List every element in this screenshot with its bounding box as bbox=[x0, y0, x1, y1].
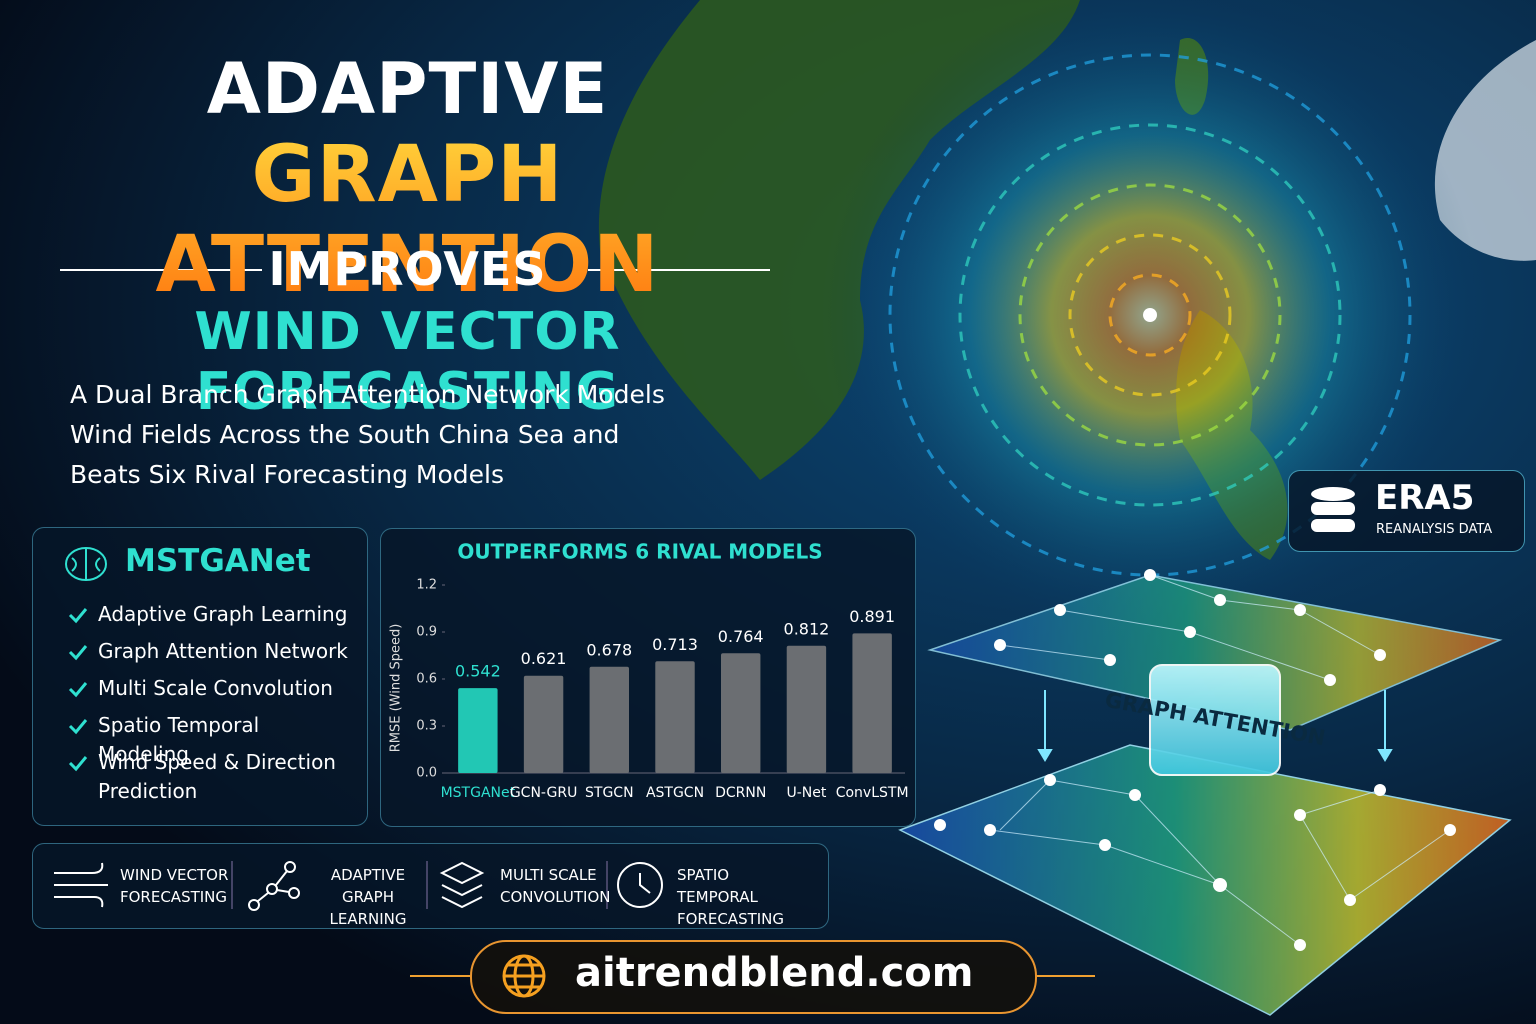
check-icon bbox=[68, 645, 88, 661]
x-tick-label: MSTGANet bbox=[441, 785, 516, 801]
footer-pill bbox=[470, 940, 1037, 1014]
value-label: 0.891 bbox=[849, 607, 895, 626]
era5-title: ERA5 bbox=[1375, 478, 1475, 518]
x-tick-label: STGCN bbox=[585, 785, 634, 801]
feature-item: Adaptive Graph Learning bbox=[98, 602, 348, 626]
database-icon bbox=[1311, 487, 1355, 532]
value-label: 0.713 bbox=[652, 635, 698, 654]
x-tick-label: ConvLSTM bbox=[836, 785, 909, 801]
feature-strip bbox=[32, 843, 829, 929]
bar bbox=[852, 633, 892, 773]
bar bbox=[721, 653, 761, 773]
bar bbox=[458, 688, 498, 773]
subtitle: Wind Fields Across the South China Sea a… bbox=[70, 420, 620, 449]
x-tick-label: GCN-GRU bbox=[510, 785, 577, 801]
chart-title: OUTPERFORMS 6 RIVAL MODELS bbox=[457, 540, 822, 564]
check-icon bbox=[68, 719, 88, 735]
value-label: 0.678 bbox=[586, 640, 632, 659]
chart: OUTPERFORMS 6 RIVAL MODELS RMSE (Wind Sp… bbox=[389, 540, 909, 802]
headline: ADAPTIVE bbox=[206, 48, 609, 130]
y-tick-label: 0.9 bbox=[416, 625, 437, 640]
check-icon bbox=[68, 756, 88, 772]
y-axis-label: RMSE (Wind Speed) bbox=[389, 624, 404, 753]
brain-icon bbox=[65, 547, 107, 581]
x-tick-label: U-Net bbox=[786, 785, 826, 801]
strip-text: WIND VECTOR FORECASTING bbox=[120, 866, 229, 906]
strip-icons bbox=[54, 861, 663, 911]
chart-panel bbox=[380, 528, 916, 827]
subtitle: A Dual Branch Graph Attention Network Mo… bbox=[70, 380, 665, 409]
y-tick-label: 0.3 bbox=[416, 719, 437, 734]
strip-text: SPATIO TEMPORAL FORECASTING bbox=[677, 866, 785, 928]
x-tick-label: DCRNN bbox=[715, 785, 766, 801]
check-icon bbox=[68, 608, 88, 624]
bar bbox=[589, 666, 629, 773]
y-tick-label: 1.2 bbox=[416, 578, 437, 593]
strip-text: ADAPTIVE GRAPH LEARNING bbox=[329, 866, 407, 928]
headline: IMPROVES bbox=[268, 242, 547, 296]
y-tick-label: 0.6 bbox=[416, 672, 437, 687]
bar bbox=[523, 675, 564, 773]
era5-subtitle: REANALYSIS DATA bbox=[1376, 522, 1493, 537]
headline: WIND VECTOR FORECASTING bbox=[194, 302, 621, 422]
feature-item: Spatio Temporal Modeling bbox=[98, 713, 260, 766]
model-name: MSTGANet bbox=[125, 543, 311, 579]
check-icon bbox=[68, 682, 88, 698]
y-tick-label: 0.0 bbox=[416, 766, 437, 781]
x-tick-label: ASTGCN bbox=[646, 785, 704, 801]
value-label: 0.764 bbox=[718, 627, 764, 646]
subtitle: Beats Six Rival Forecasting Models bbox=[70, 460, 504, 489]
bar bbox=[655, 661, 695, 773]
value-label: 0.542 bbox=[455, 662, 501, 681]
feature-item: Wind Speed & Direction Prediction bbox=[98, 750, 336, 803]
globe-icon bbox=[502, 954, 546, 998]
feature-item: Multi Scale Convolution bbox=[98, 676, 333, 700]
model-card bbox=[32, 527, 368, 826]
bar bbox=[786, 645, 827, 773]
value-label: 0.812 bbox=[784, 619, 830, 638]
strip-text: MULTI SCALE CONVOLUTION bbox=[500, 866, 611, 906]
headline: GRAPH ATTENTION bbox=[0, 130, 815, 310]
feature-item: Graph Attention Network bbox=[98, 639, 348, 663]
value-label: 0.621 bbox=[521, 649, 567, 668]
footer-url[interactable]: aitrendblend.com bbox=[575, 950, 974, 996]
